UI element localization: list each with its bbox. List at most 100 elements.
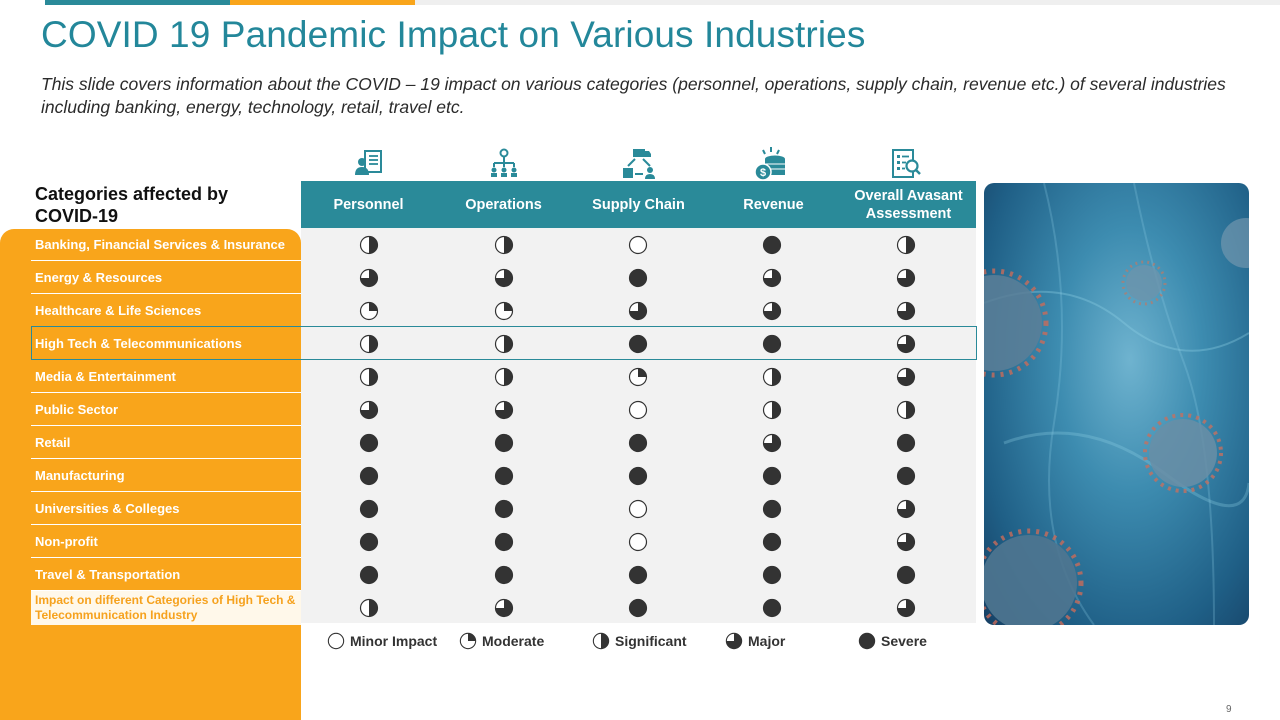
impact-significant-icon — [494, 367, 514, 387]
impact-severe-icon — [494, 565, 514, 585]
impact-major-icon — [494, 268, 514, 288]
impact-major-icon — [896, 598, 916, 618]
legend-severe-label: Severe — [881, 633, 927, 649]
impact-significant-icon — [762, 367, 782, 387]
impact-major-icon — [359, 400, 379, 420]
coins-icon: $ — [754, 147, 785, 181]
virus-illustration-graphic — [984, 183, 1249, 625]
impact-moderate-icon — [628, 367, 648, 387]
impact-major-icon — [896, 334, 916, 354]
row-label-travel: Travel & Transportation — [31, 558, 301, 591]
impact-severe-icon — [359, 532, 379, 552]
column-header-personnel: Personnel — [333, 196, 404, 213]
impact-severe-icon — [762, 235, 782, 255]
impact-significant-icon — [494, 235, 514, 255]
row-label-manufacturing: Manufacturing — [31, 459, 301, 492]
impact-significant-icon — [494, 334, 514, 354]
impact-severe-icon — [494, 532, 514, 552]
impact-severe-icon — [628, 598, 648, 618]
impact-severe-icon — [762, 466, 782, 486]
org-chart-icon — [491, 148, 517, 177]
impact-moderate-icon — [494, 301, 514, 321]
impact-severe-icon — [359, 466, 379, 486]
legend-severe-icon — [858, 632, 876, 650]
row-label-high-tech-categories-note: Impact on different Categories of High T… — [31, 591, 301, 625]
impact-major-icon — [494, 598, 514, 618]
legend-significant: Significant — [592, 631, 687, 651]
table-header-bar — [301, 181, 976, 228]
legend-moderate-icon — [459, 632, 477, 650]
top-accent-orange — [230, 0, 415, 5]
legend-minor-label: Minor Impact — [350, 633, 438, 649]
impact-significant-icon — [896, 400, 916, 420]
impact-significant-icon — [762, 400, 782, 420]
impact-significant-icon — [359, 235, 379, 255]
top-accent-teal — [45, 0, 230, 5]
legend-moderate-label: Moderate — [482, 633, 545, 649]
impact-severe-icon — [494, 433, 514, 453]
impact-minor-icon — [628, 235, 648, 255]
impact-severe-icon — [359, 565, 379, 585]
legend-minor-impact: Minor Impact — [327, 631, 437, 651]
impact-major-icon — [762, 433, 782, 453]
impact-minor-icon — [628, 499, 648, 519]
impact-major-icon — [359, 268, 379, 288]
legend-moderate: Moderate — [459, 631, 544, 651]
impact-moderate-icon — [359, 301, 379, 321]
column-header-operations: Operations — [465, 196, 542, 213]
impact-major-icon — [896, 499, 916, 519]
impact-severe-icon — [628, 433, 648, 453]
row-label-high-tech: High Tech & Telecommunications — [31, 327, 301, 360]
impact-significant-icon — [359, 367, 379, 387]
impact-severe-icon — [628, 268, 648, 288]
impact-severe-icon — [896, 433, 916, 453]
impact-minor-icon — [628, 400, 648, 420]
impact-severe-icon — [762, 499, 782, 519]
column-header-revenue: Revenue — [743, 196, 804, 213]
row-label-healthcare: Healthcare & Life Sciences — [31, 294, 301, 327]
impact-severe-icon — [896, 466, 916, 486]
impact-major-icon — [628, 301, 648, 321]
impact-significant-icon — [359, 598, 379, 618]
impact-severe-icon — [359, 499, 379, 519]
supply-chain-icon — [623, 149, 655, 179]
row-label-non-profit: Non-profit — [31, 525, 301, 558]
row-label-universities: Universities & Colleges — [31, 492, 301, 525]
impact-major-icon — [896, 268, 916, 288]
row-label-energy: Energy & Resources — [31, 261, 301, 294]
impact-major-icon — [896, 367, 916, 387]
legend-significant-label: Significant — [615, 633, 687, 649]
legend-severe: Severe — [858, 631, 927, 651]
impact-major-icon — [494, 400, 514, 420]
svg-text:$: $ — [760, 167, 766, 179]
column-header-supply-chain: Supply Chain — [592, 196, 685, 213]
top-accent-gray — [415, 0, 1280, 5]
impact-significant-icon — [896, 235, 916, 255]
checklist-search-icon — [892, 149, 921, 178]
person-document-icon — [355, 150, 382, 175]
legend-significant-icon — [592, 632, 610, 650]
impact-severe-icon — [628, 466, 648, 486]
categories-header: Categories affected by COVID-19 — [35, 184, 229, 226]
row-label-media: Media & Entertainment — [31, 360, 301, 393]
slide-subtitle: This slide covers information about the … — [41, 74, 1226, 117]
impact-severe-icon — [494, 499, 514, 519]
legend-minor-icon — [327, 632, 345, 650]
legend-major-icon — [725, 632, 743, 650]
impact-major-icon — [896, 532, 916, 552]
impact-major-icon — [762, 268, 782, 288]
slide-title: COVID 19 Pandemic Impact on Various Indu… — [41, 14, 866, 55]
impact-severe-icon — [762, 598, 782, 618]
legend-major-label: Major — [748, 633, 786, 649]
impact-severe-icon — [762, 532, 782, 552]
row-label-public-sector: Public Sector — [31, 393, 301, 426]
row-label-banking: Banking, Financial Services & Insurance — [31, 228, 301, 261]
impact-severe-icon — [896, 565, 916, 585]
impact-minor-icon — [628, 532, 648, 552]
category-panel — [0, 229, 301, 720]
impact-severe-icon — [359, 433, 379, 453]
impact-major-icon — [896, 301, 916, 321]
impact-major-icon — [762, 301, 782, 321]
impact-severe-icon — [762, 334, 782, 354]
impact-severe-icon — [494, 466, 514, 486]
